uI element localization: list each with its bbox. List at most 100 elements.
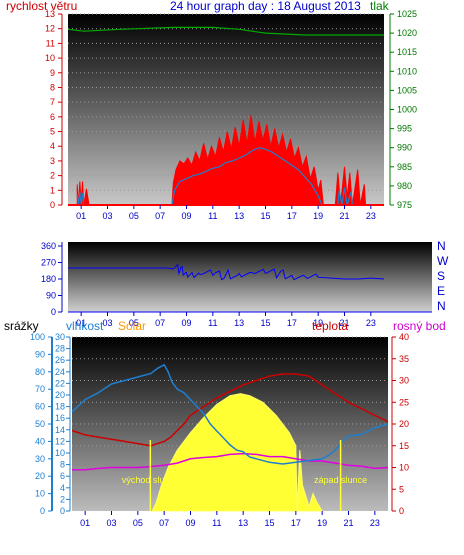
wind-tick-label: 6 xyxy=(50,112,55,122)
temperature-series xyxy=(71,373,389,447)
wind-chart-series xyxy=(67,26,384,206)
wind-tick-label: 8 xyxy=(50,82,55,92)
climate-x-tick-label: 01 xyxy=(80,518,90,528)
humidity-tick-label: 4 xyxy=(60,483,65,493)
direction-x-tick-label: 23 xyxy=(366,318,376,328)
direction-tick-label: 360 xyxy=(41,241,56,251)
humidity-series xyxy=(71,363,389,465)
direction-x-tick-label: 19 xyxy=(313,318,323,328)
wind-axis-label: rychlost větru xyxy=(6,0,77,13)
direction-chart-series xyxy=(68,263,385,281)
wind-tick-label: 13 xyxy=(45,9,55,19)
wind-tick-label: 12 xyxy=(45,24,55,34)
chart-title: 24 hour graph day : 18 August 2013 xyxy=(170,0,361,13)
direction-x-tick-label: 15 xyxy=(260,318,270,328)
precip-tick-label: 30 xyxy=(35,454,45,464)
pressure-right-ticks: 975 980 985 990 995 1000 1005 1010 1015 1020 1025 xyxy=(390,9,417,210)
direction-tick-label: 90 xyxy=(46,291,56,301)
direction-x-tick-label: 03 xyxy=(102,318,112,328)
pressure-tick-label: 975 xyxy=(397,200,412,210)
direction-tick-label: 0 xyxy=(51,307,56,317)
direction-x-tick-label: 21 xyxy=(339,318,349,328)
climate-x-tick-label: 15 xyxy=(264,518,274,528)
temperature-tick-label: 20 xyxy=(399,419,409,429)
climate-x-tick-label: 21 xyxy=(343,518,353,528)
sun-annotations: východ slunce západ slunce xyxy=(122,440,367,511)
direction-x-tick-label: 05 xyxy=(129,318,139,328)
precip-tick-label: 100 xyxy=(30,332,45,342)
wind-x-tick-label: 03 xyxy=(102,211,112,221)
precip-axis-label: srážky xyxy=(4,319,39,333)
pressure-series xyxy=(67,26,384,36)
humidity-tick-label: 6 xyxy=(60,471,65,481)
wind-x-tick-label: 15 xyxy=(260,211,270,221)
pressure-tick-label: 980 xyxy=(397,181,412,191)
humidity-tick-label: 12 xyxy=(55,436,65,446)
pressure-axis-label: tlak xyxy=(370,0,390,13)
direction-x-tick-label: 07 xyxy=(155,318,165,328)
direction-left-ticks: 360 270 180 90 0 xyxy=(41,241,62,317)
direction-x-tick-label: 01 xyxy=(76,318,86,328)
pressure-tick-label: 1025 xyxy=(397,9,417,19)
wind-tick-label: 7 xyxy=(50,97,55,107)
wind-x-tick-label: 01 xyxy=(76,211,86,221)
humidity-tick-label: 22 xyxy=(55,378,65,388)
pressure-tick-label: 990 xyxy=(397,143,412,153)
climate-x-tick-label: 23 xyxy=(370,518,380,528)
temperature-tick-label: 30 xyxy=(399,376,409,386)
wind-x-tick-label: 11 xyxy=(208,211,217,221)
climate-x-tick-label: 03 xyxy=(106,518,116,528)
humidity-tick-label: 14 xyxy=(55,425,65,435)
precip-tick-label: 80 xyxy=(35,367,45,377)
compass-letter: W xyxy=(437,254,449,268)
temperature-tick-label: 35 xyxy=(399,354,409,364)
humidity-tick-label: 18 xyxy=(55,402,65,412)
wind-x-tick-label: 13 xyxy=(234,211,244,221)
climate-x-tick-label: 09 xyxy=(185,518,195,528)
wind-x-tick-label: 23 xyxy=(366,211,376,221)
direction-x-ticks: 01 03 05 07 09 11 13 15 17 19 21 23 xyxy=(76,312,376,328)
humidity-tick-label: 26 xyxy=(55,355,65,365)
temperature-ticks: 0 5 10 15 20 25 30 35 40 xyxy=(392,332,409,516)
climate-x-tick-label: 11 xyxy=(212,518,221,528)
climate-chart-series xyxy=(71,363,389,512)
climate-x-tick-label: 05 xyxy=(133,518,143,528)
climate-x-ticks: 01 03 05 07 09 11 13 15 17 19 21 23 xyxy=(80,511,380,528)
wind-tick-label: 9 xyxy=(50,68,55,78)
climate-x-tick-label: 07 xyxy=(159,518,169,528)
temperature-tick-label: 15 xyxy=(399,441,409,451)
wind-tick-label: 0 xyxy=(50,200,55,210)
climate-x-tick-label: 19 xyxy=(317,518,327,528)
humidity-tick-label: 2 xyxy=(60,494,65,504)
compass-letter: N xyxy=(437,239,446,253)
precip-tick-label: 50 xyxy=(35,419,45,429)
precip-tick-label: 90 xyxy=(35,349,45,359)
direction-x-tick-label: 09 xyxy=(181,318,191,328)
humidity-axis-label: vlhkost xyxy=(66,319,104,333)
direction-series xyxy=(68,263,385,281)
temperature-tick-label: 25 xyxy=(399,397,409,407)
precip-tick-label: 20 xyxy=(35,471,45,481)
pressure-tick-label: 1020 xyxy=(397,28,417,38)
temperature-tick-label: 0 xyxy=(399,506,404,516)
wind-x-ticks: 01 03 05 07 09 11 13 15 17 19 21 23 xyxy=(76,205,376,221)
humidity-tick-label: 28 xyxy=(55,344,65,354)
wind-speed-series xyxy=(76,147,378,206)
pressure-tick-label: 995 xyxy=(397,124,412,134)
humidity-tick-label: 16 xyxy=(55,413,65,423)
humidity-tick-label: 30 xyxy=(55,332,65,342)
humidity-tick-label: 10 xyxy=(55,448,65,458)
pressure-tick-label: 1010 xyxy=(397,66,417,76)
temperature-tick-label: 5 xyxy=(399,484,404,494)
direction-chart-plot-area xyxy=(68,242,432,312)
solar-axis-label: Solar xyxy=(118,319,146,333)
wind-x-tick-label: 09 xyxy=(181,211,191,221)
wind-x-tick-label: 21 xyxy=(339,211,349,221)
wind-tick-label: 10 xyxy=(45,53,55,63)
humidity-tick-label: 0 xyxy=(60,506,65,516)
wind-tick-label: 3 xyxy=(50,156,55,166)
temperature-axis-label: teplota xyxy=(312,319,348,333)
compass-letter: S xyxy=(437,269,445,283)
